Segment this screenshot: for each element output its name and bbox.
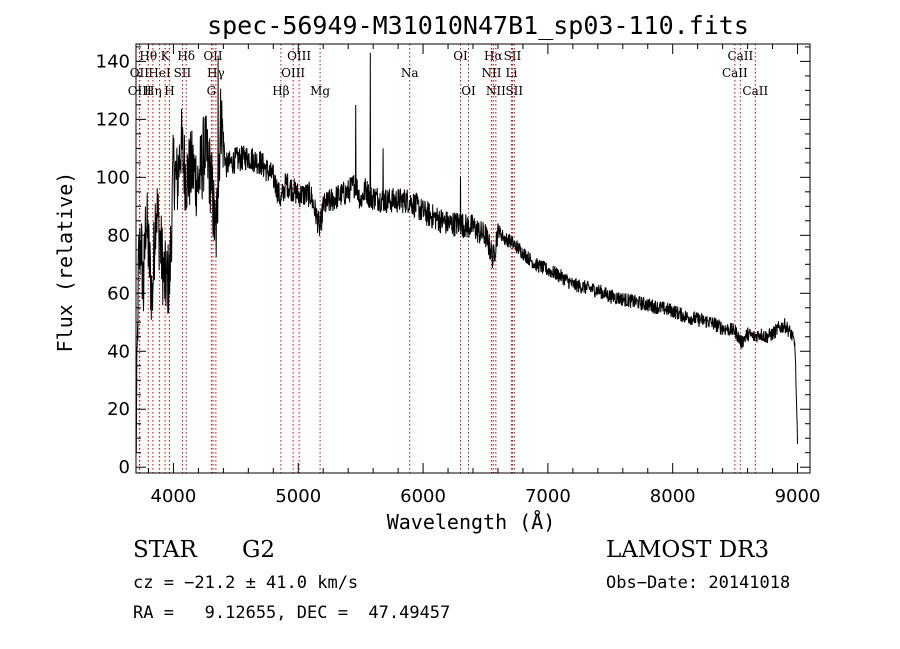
line-marker-label-20: NII: [481, 66, 501, 80]
line-marker-label-10: Hγ: [207, 66, 225, 80]
line-marker-label-24: SII: [505, 84, 523, 98]
line-marker-label-21: NII: [486, 84, 506, 98]
subclass-label: G2: [242, 537, 276, 563]
obs-date-label: Obs−Date: 20141018: [606, 573, 791, 593]
x-axis-label: Wavelength (Å): [387, 510, 556, 534]
line-marker-label-6: SII: [174, 66, 192, 80]
line-marker-label-18: OI: [461, 84, 476, 98]
y-axis-label: Flux (relative): [53, 172, 77, 353]
chart-title: spec-56949-M31010N47B1_sp03-110.fits: [207, 11, 749, 40]
spectrum-series: [135, 52, 798, 453]
x-tick-labels: 4000 5000 6000 7000 8000 9000: [151, 486, 821, 507]
axis-ticks: [136, 44, 810, 473]
line-marker-label-11: G: [207, 84, 217, 98]
coords-label: RA = 9.12655, DEC = 47.49457: [133, 603, 451, 623]
line-marker-label-9: OII: [203, 49, 223, 63]
y-tick-label-20: 20: [107, 399, 130, 420]
y-tick-label-80: 80: [107, 225, 130, 246]
x-tick-label-7000: 7000: [525, 486, 571, 507]
line-marker-label-5: K: [161, 49, 171, 63]
y-tick-label-140: 140: [96, 51, 130, 72]
x-tick-label-6000: 6000: [400, 486, 446, 507]
line-marker-label-25: CaII: [727, 49, 753, 63]
line-marker-label-8: Hδ: [177, 49, 195, 63]
y-tick-label-60: 60: [107, 283, 130, 304]
line-marker-label-7: H: [164, 84, 174, 98]
line-marker-label-2: OIII: [128, 84, 152, 98]
x-tick-label-9000: 9000: [775, 486, 821, 507]
y-tick-label-120: 120: [96, 109, 130, 130]
line-marker-label-26: CaII: [722, 66, 748, 80]
line-marker-label-27: CaII: [742, 84, 768, 98]
line-marker-label-17: OI: [453, 49, 468, 63]
line-marker-label-14: OIII: [287, 49, 311, 63]
x-tick-label-4000: 4000: [151, 486, 197, 507]
line-marker-label-23: Li: [506, 66, 518, 80]
redshift-label: cz = −21.2 ± 41.0 km/s: [133, 573, 359, 593]
x-tick-label-8000: 8000: [650, 486, 696, 507]
line-marker-label-22: SII: [504, 49, 522, 63]
survey-label: LAMOST DR3: [606, 537, 770, 563]
line-marker-label-12: Hβ: [272, 84, 289, 98]
y-tick-labels: 0 20 40 60 80 100 120 140: [96, 51, 130, 478]
y-tick-label-100: 100: [96, 167, 130, 188]
line-marker-label-19: Hα: [484, 49, 503, 63]
line-marker-label-3: Hη: [144, 84, 162, 98]
line-marker-label-4: HeI: [148, 66, 171, 80]
line-marker-label-15: Mg: [310, 84, 330, 98]
line-marker-label-13: OIII: [281, 66, 305, 80]
class-label: STAR: [133, 537, 197, 563]
line-marker-label-16: Na: [401, 66, 419, 80]
x-tick-label-5000: 5000: [275, 486, 321, 507]
y-tick-label-0: 0: [119, 457, 130, 478]
plot-frame: [135, 43, 811, 474]
spectrum-line: [135, 52, 798, 453]
y-tick-label-40: 40: [107, 341, 130, 362]
